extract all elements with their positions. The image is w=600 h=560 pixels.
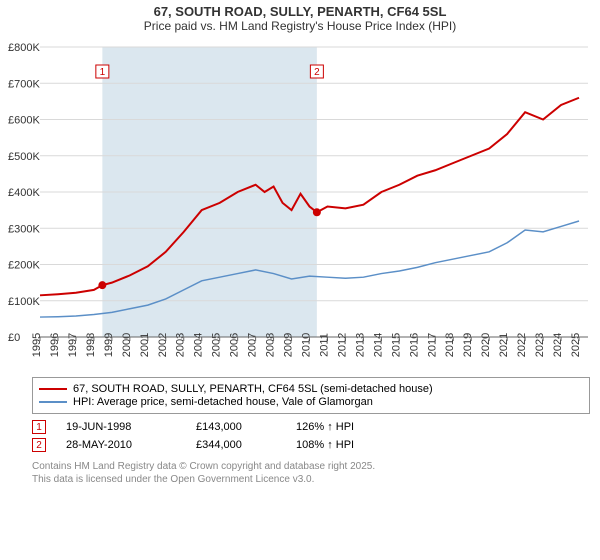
x-tick-label: 1999: [103, 333, 115, 357]
sale-date: 28-MAY-2010: [66, 439, 176, 451]
sale-price: £143,000: [196, 421, 276, 433]
x-tick-label: 2020: [480, 333, 492, 357]
y-tick-label: £100K: [8, 296, 40, 308]
x-tick-label: 2025: [570, 333, 582, 357]
chart-title-block: 67, SOUTH ROAD, SULLY, PENARTH, CF64 5SL…: [0, 0, 600, 35]
x-tick-label: 2004: [193, 333, 205, 357]
legend-swatch: [39, 388, 67, 390]
x-tick-label: 2014: [372, 333, 384, 357]
y-tick-label: £300K: [8, 223, 40, 235]
legend-label: HPI: Average price, semi-detached house,…: [73, 396, 373, 408]
y-tick-label: £500K: [8, 151, 40, 163]
x-tick-label: 2017: [426, 333, 438, 357]
y-tick-label: £200K: [8, 260, 40, 272]
sale-marker-num: 1: [100, 67, 106, 78]
y-tick-label: £0: [8, 332, 20, 344]
y-tick-label: £700K: [8, 78, 40, 90]
x-tick-label: 2019: [462, 333, 474, 357]
title-line2: Price paid vs. HM Land Registry's House …: [0, 19, 600, 33]
x-tick-label: 2007: [247, 333, 259, 357]
sales-table: 1 19-JUN-1998 £143,000 126% ↑ HPI 2 28-MAY-20…: [32, 420, 590, 452]
x-tick-label: 2009: [283, 333, 295, 357]
x-tick-label: 2023: [534, 333, 546, 357]
legend-swatch: [39, 401, 67, 403]
x-tick-label: 1995: [31, 333, 43, 357]
x-tick-label: 2021: [498, 333, 510, 357]
sale-price: £344,000: [196, 439, 276, 451]
x-tick-label: 2024: [552, 333, 564, 357]
y-tick-label: £600K: [8, 115, 40, 127]
sale-marker: 1: [32, 420, 46, 434]
legend-label: 67, SOUTH ROAD, SULLY, PENARTH, CF64 5SL…: [73, 383, 433, 395]
sale-marker: 2: [32, 438, 46, 452]
x-tick-label: 2022: [516, 333, 528, 357]
legend: 67, SOUTH ROAD, SULLY, PENARTH, CF64 5SL…: [32, 377, 590, 414]
x-tick-label: 2006: [229, 333, 241, 357]
x-tick-label: 2000: [121, 333, 133, 357]
y-tick-label: £400K: [8, 187, 40, 199]
x-tick-label: 2010: [301, 333, 313, 357]
attribution-line2: This data is licensed under the Open Gov…: [32, 473, 590, 486]
line-chart: £0 £100K £200K £300K £400K £500K £600K £700K £80…: [8, 41, 592, 371]
x-tick-label: 1998: [85, 333, 97, 357]
sale-pct: 108% ↑ HPI: [296, 439, 396, 451]
sale-row: 1 19-JUN-1998 £143,000 126% ↑ HPI: [32, 420, 590, 434]
x-tick-label: 2013: [354, 333, 366, 357]
x-tick-label: 2003: [175, 333, 187, 357]
x-tick-label: 2015: [390, 333, 402, 357]
x-tick-label: 2002: [157, 333, 169, 357]
attribution: Contains HM Land Registry data © Crown c…: [32, 460, 590, 486]
legend-item: 67, SOUTH ROAD, SULLY, PENARTH, CF64 5SL…: [39, 383, 583, 395]
y-tick-label: £800K: [8, 42, 40, 54]
x-tick-label: 2012: [336, 333, 348, 357]
chart-area: £0 £100K £200K £300K £400K £500K £600K £700K £80…: [8, 41, 592, 371]
x-tick-label: 2018: [444, 333, 456, 357]
x-tick-label: 1997: [67, 333, 79, 357]
x-tick-label: 1996: [49, 333, 61, 357]
legend-item: HPI: Average price, semi-detached house,…: [39, 396, 583, 408]
x-tick-label: 2005: [211, 333, 223, 357]
sale-pct: 126% ↑ HPI: [296, 421, 396, 433]
sale-date: 19-JUN-1998: [66, 421, 176, 433]
sale-dot: [313, 208, 321, 216]
sale-row: 2 28-MAY-2010 £344,000 108% ↑ HPI: [32, 438, 590, 452]
title-line1: 67, SOUTH ROAD, SULLY, PENARTH, CF64 5SL: [0, 4, 600, 19]
sale-marker-num: 2: [314, 67, 320, 78]
attribution-line1: Contains HM Land Registry data © Crown c…: [32, 460, 590, 473]
x-tick-label: 2016: [408, 333, 420, 357]
x-tick-label: 2008: [265, 333, 277, 357]
sale-dot: [98, 281, 106, 289]
x-tick-label: 2001: [139, 333, 151, 357]
